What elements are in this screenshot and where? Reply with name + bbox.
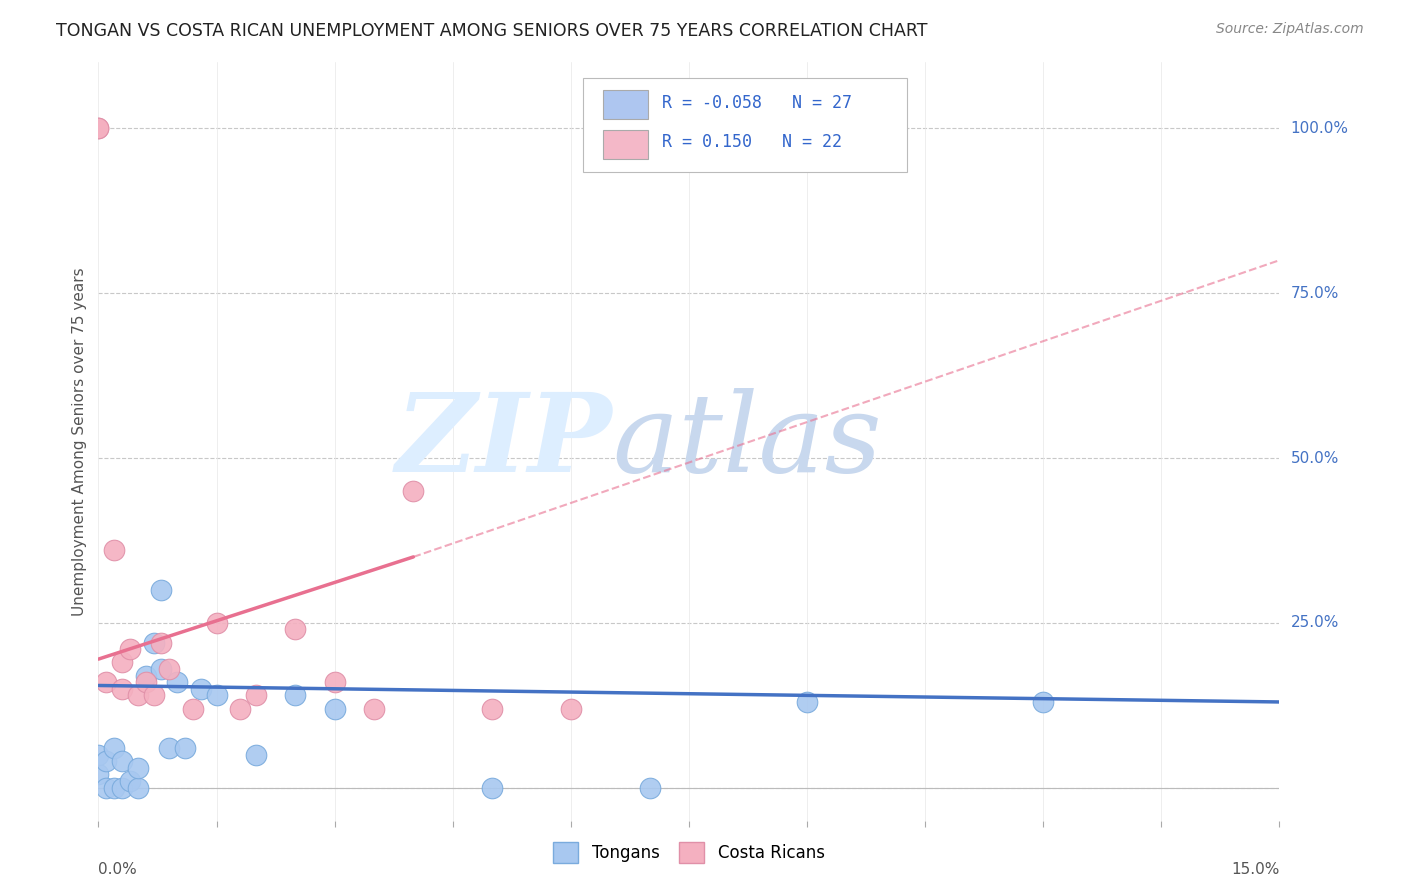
Point xyxy=(245,689,267,703)
Point xyxy=(205,689,228,703)
Point xyxy=(142,689,165,703)
Point xyxy=(796,695,818,709)
Point xyxy=(150,582,173,597)
Point xyxy=(87,121,110,136)
Point xyxy=(103,780,125,795)
Point xyxy=(103,543,125,558)
Text: 25.0%: 25.0% xyxy=(1291,615,1339,631)
Point xyxy=(363,701,385,715)
Text: ZIP: ZIP xyxy=(395,388,612,495)
Text: 15.0%: 15.0% xyxy=(1232,863,1279,878)
Point xyxy=(87,121,110,136)
Text: R = -0.058   N = 27: R = -0.058 N = 27 xyxy=(662,94,852,112)
Text: 75.0%: 75.0% xyxy=(1291,285,1339,301)
Text: R = 0.150   N = 22: R = 0.150 N = 22 xyxy=(662,133,842,151)
Point xyxy=(118,774,141,789)
Y-axis label: Unemployment Among Seniors over 75 years: Unemployment Among Seniors over 75 years xyxy=(72,268,87,615)
Point xyxy=(1032,695,1054,709)
Point xyxy=(111,681,134,696)
Point xyxy=(96,754,118,768)
Text: 100.0%: 100.0% xyxy=(1291,121,1348,136)
Point xyxy=(118,642,141,657)
Point xyxy=(284,623,307,637)
Point xyxy=(157,741,180,756)
Point xyxy=(135,668,157,682)
Point xyxy=(181,701,204,715)
Point xyxy=(323,675,346,690)
Text: TONGAN VS COSTA RICAN UNEMPLOYMENT AMONG SENIORS OVER 75 YEARS CORRELATION CHART: TONGAN VS COSTA RICAN UNEMPLOYMENT AMONG… xyxy=(56,22,928,40)
Point xyxy=(96,780,118,795)
Point xyxy=(111,656,134,670)
Point xyxy=(135,675,157,690)
Point xyxy=(87,747,110,762)
Point xyxy=(245,747,267,762)
Point xyxy=(103,741,125,756)
Text: atlas: atlas xyxy=(612,388,882,495)
Point xyxy=(127,780,149,795)
Point xyxy=(402,483,425,498)
Point xyxy=(166,675,188,690)
Text: 50.0%: 50.0% xyxy=(1291,450,1339,466)
Point xyxy=(205,615,228,630)
Point xyxy=(127,761,149,775)
Point xyxy=(111,780,134,795)
Point xyxy=(560,701,582,715)
Bar xyxy=(603,90,648,120)
Point xyxy=(229,701,252,715)
Point xyxy=(142,635,165,649)
Point xyxy=(111,754,134,768)
Point xyxy=(174,741,197,756)
Legend: Tongans, Costa Ricans: Tongans, Costa Ricans xyxy=(547,836,831,869)
Point xyxy=(481,701,503,715)
Point xyxy=(96,675,118,690)
Point xyxy=(127,689,149,703)
Point xyxy=(150,662,173,676)
Point xyxy=(150,635,173,649)
Point xyxy=(323,701,346,715)
FancyBboxPatch shape xyxy=(582,78,907,172)
Point xyxy=(481,780,503,795)
Text: Source: ZipAtlas.com: Source: ZipAtlas.com xyxy=(1216,22,1364,37)
Point xyxy=(190,681,212,696)
Point xyxy=(638,780,661,795)
Point xyxy=(87,767,110,781)
Point xyxy=(284,689,307,703)
Bar xyxy=(603,130,648,159)
Text: 0.0%: 0.0% xyxy=(98,863,138,878)
Point xyxy=(157,662,180,676)
